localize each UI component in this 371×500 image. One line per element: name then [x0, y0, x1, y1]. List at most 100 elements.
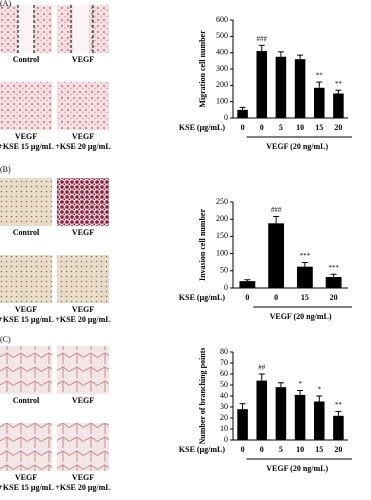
panel-label: (B): [0, 165, 11, 174]
image-caption: VEGF: [72, 228, 94, 237]
x-tick-label: 10: [296, 445, 304, 454]
y-tick-label: 20: [220, 413, 228, 422]
bar: [313, 87, 325, 118]
image: [0, 346, 52, 394]
image-caption: +KSE 15 μg/mL: [0, 142, 54, 151]
y-tick-label: 50: [220, 380, 228, 389]
significance: *: [318, 386, 322, 394]
significance: **: [316, 72, 324, 80]
image-caption: VEGF: [72, 132, 94, 141]
image-caption: VEGF: [15, 132, 37, 141]
y-tick-label: 600: [216, 15, 228, 24]
x-tick-label: 5: [279, 445, 283, 454]
bar: [325, 276, 342, 288]
image-caption: +KSE 15 μg/mL: [0, 315, 54, 324]
bar: [294, 59, 306, 118]
x-tick-label: 0: [245, 293, 249, 302]
image: [57, 82, 109, 130]
group-label: VEGF (20 ng/mL): [266, 142, 328, 151]
x-tick-label: 0: [260, 123, 264, 132]
group-label: VEGF (20 ng/mL): [266, 464, 328, 473]
image-caption: VEGF: [15, 305, 37, 314]
image-caption: Control: [13, 55, 40, 64]
y-tick-label: 200: [216, 80, 228, 89]
y-tick-label: 500: [216, 31, 228, 40]
images: [0, 5, 109, 471]
y-tick-label: 70: [220, 358, 228, 367]
x-tick-label: 15: [301, 293, 309, 302]
image-caption: Control: [13, 396, 40, 405]
bar: [237, 109, 248, 118]
y-tick-label: 60: [220, 369, 228, 378]
y-tick-label: 40: [220, 391, 228, 400]
image: [0, 255, 52, 303]
x-tick-label: 10: [296, 123, 304, 132]
y-tick-label: 100: [216, 248, 228, 257]
group-label: VEGF (20 ng/mL): [270, 312, 332, 321]
y-tick-label: 400: [216, 47, 228, 56]
significance: *: [298, 380, 302, 388]
y-tick-label: 250: [216, 197, 228, 206]
image-caption: VEGF: [72, 473, 94, 482]
bar: [333, 415, 344, 440]
x-tick-label: 20: [334, 445, 342, 454]
bar: [275, 387, 287, 440]
y-tick-label: 150: [216, 231, 228, 240]
bar: [256, 380, 268, 440]
x-axis-label: KSE (μg/mL): [179, 123, 225, 132]
panel-label: (A): [0, 0, 11, 8]
image: [57, 346, 109, 394]
image: [57, 423, 109, 471]
y-axis-label: Number of branching points: [198, 348, 207, 445]
image: [0, 82, 52, 130]
image-caption: VEGF: [72, 55, 94, 64]
y-tick-label: 50: [220, 266, 228, 275]
significance: **: [335, 80, 343, 88]
y-tick-label: 0: [224, 283, 228, 292]
significance: **: [335, 401, 343, 409]
y-tick-label: 300: [216, 64, 228, 73]
x-tick-label: 15: [315, 123, 323, 132]
bar: [333, 93, 344, 118]
y-tick-label: 0: [224, 113, 228, 122]
image: [57, 255, 109, 303]
y-tick-label: 100: [216, 96, 228, 105]
bar: [237, 409, 248, 440]
bar: [296, 266, 313, 288]
x-tick-label: 15: [315, 445, 323, 454]
y-tick-label: 10: [220, 424, 228, 433]
image: [18, 5, 34, 53]
image: [57, 178, 109, 226]
y-axis-label: Migration cell number: [198, 30, 207, 108]
x-axis-label: KSE (μg/mL): [179, 293, 225, 302]
significance: ###: [257, 35, 268, 43]
significance: ###: [271, 206, 282, 214]
panel-label: (C): [0, 335, 11, 344]
y-tick-label: 200: [216, 214, 228, 223]
image-caption: +KSE 15 μg/mL: [0, 483, 54, 492]
image-caption: +KSE 20 μg/mL: [55, 483, 110, 492]
y-tick-label: 80: [220, 347, 228, 356]
significance: ***: [300, 252, 311, 260]
bar: [268, 223, 285, 288]
image-caption: Control: [13, 228, 40, 237]
y-tick-label: 0: [224, 435, 228, 444]
x-tick-label: 20: [330, 293, 338, 302]
x-tick-label: 0: [241, 123, 245, 132]
y-axis-label: Invasion cell number: [198, 209, 207, 281]
x-axis-label: KSE (μg/mL): [179, 445, 225, 454]
image-caption: +KSE 20 μg/mL: [55, 315, 110, 324]
bar: [294, 394, 306, 440]
bar: [313, 401, 325, 440]
x-tick-label: 0: [260, 445, 264, 454]
significance: ##: [258, 364, 266, 372]
y-tick-label: 30: [220, 402, 228, 411]
image-caption: VEGF: [72, 305, 94, 314]
x-tick-label: 20: [334, 123, 342, 132]
x-tick-label: 0: [274, 293, 278, 302]
significance: ***: [328, 264, 339, 272]
image-caption: VEGF: [15, 473, 37, 482]
bar: [239, 281, 256, 288]
x-tick-label: 5: [279, 123, 283, 132]
bar: [256, 51, 268, 118]
